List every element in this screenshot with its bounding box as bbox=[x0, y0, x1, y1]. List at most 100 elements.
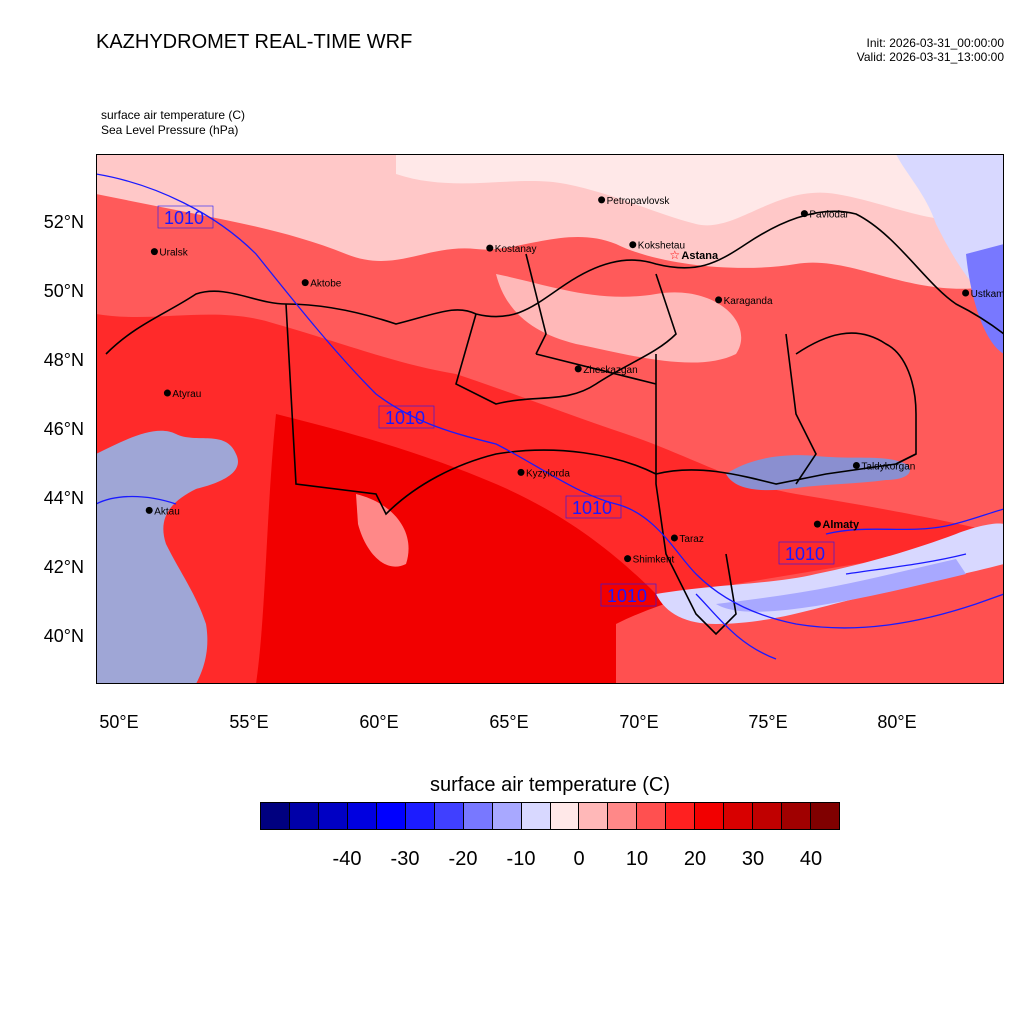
field-pressure: Sea Level Pressure (hPa) bbox=[101, 123, 239, 137]
map-border bbox=[96, 154, 1004, 684]
city-label: Atyrau bbox=[172, 389, 201, 400]
city-dot-icon bbox=[715, 296, 723, 304]
isobar-label-1010: 1010 bbox=[164, 208, 204, 228]
colorbar-swatch bbox=[318, 803, 348, 829]
valid-time: Valid: 2026-03-31_13:00:00 bbox=[856, 50, 1004, 64]
isobar-label-1010: 1010 bbox=[385, 408, 425, 428]
hot-zone-kyzylkum bbox=[256, 414, 706, 684]
city-label: Uralsk bbox=[159, 248, 188, 259]
city-dot-icon bbox=[670, 534, 678, 542]
colorbar-swatch bbox=[492, 803, 522, 829]
isobar-labels: 1010 1010 1010 1010 1010 bbox=[157, 205, 835, 607]
colorbar-swatch bbox=[753, 803, 783, 829]
city-label: Taraz bbox=[679, 534, 703, 545]
colorbar-tick-label: 20 bbox=[683, 848, 707, 870]
isobar-label-1010: 1010 bbox=[607, 586, 647, 606]
colorbar-title: surface air temperature (C) bbox=[429, 774, 671, 796]
city-dot-icon bbox=[145, 506, 153, 514]
admin-borders bbox=[105, 210, 1004, 636]
lon-label-60: 60°E bbox=[359, 712, 399, 732]
city-label: Aktau bbox=[154, 506, 180, 517]
isobar-label-1010: 1010 bbox=[785, 544, 825, 564]
mountains-high bbox=[716, 559, 966, 612]
lon-label-75: 75°E bbox=[748, 712, 788, 732]
colorbar bbox=[260, 802, 840, 830]
field-descriptions: surface air temperature (C) Sea Level Pr… bbox=[101, 108, 245, 138]
city-label: Kokshetau bbox=[638, 241, 685, 252]
city-dot-icon bbox=[163, 389, 171, 397]
city-markers: Petropavlovsk Kostanay Kokshetau Pavlodar Ur… bbox=[145, 196, 1004, 566]
colorbar-tick-label: 0 bbox=[573, 848, 585, 870]
colorbar-swatch bbox=[289, 803, 319, 829]
city-label: Kostanay bbox=[495, 244, 537, 255]
city-label: Pavlodar bbox=[809, 210, 849, 221]
init-time: Init: 2026-03-31_00:00:00 bbox=[866, 36, 1004, 50]
city-dot-icon bbox=[574, 365, 582, 373]
map-canvas: 1010 1010 1010 1010 1010 Petropavlovsk Ko… bbox=[96, 154, 1004, 684]
isobar-label-1010: 1010 bbox=[572, 498, 612, 518]
colorbar-tick-label: 10 bbox=[625, 848, 649, 870]
isobar-label-box bbox=[565, 495, 622, 519]
colorbar-swatch bbox=[463, 803, 493, 829]
city-dot-icon bbox=[852, 462, 860, 469]
colorbar-swatch bbox=[695, 803, 725, 829]
lat-label-44: 44°N bbox=[43, 488, 84, 508]
colorbar-swatch bbox=[579, 803, 609, 829]
city-label: Astana bbox=[681, 250, 719, 262]
colorbar-swatch bbox=[550, 803, 580, 829]
city-dot-icon bbox=[598, 196, 606, 204]
city-dot-icon bbox=[517, 468, 525, 476]
lon-label-70: 70°E bbox=[619, 712, 659, 732]
map-panel: 1010 1010 1010 1010 1010 Petropavlovsk Ko… bbox=[96, 154, 1004, 684]
lat-label-52: 52°N bbox=[43, 212, 84, 232]
colorbar-swatch bbox=[376, 803, 406, 829]
city-dot-icon bbox=[629, 241, 637, 249]
init-valid-times: Init: 2026-03-31_00:00:00 Valid: 2026-03… bbox=[857, 36, 1004, 64]
colorbar-swatch bbox=[811, 803, 840, 829]
colorbar-tick-label: -30 bbox=[390, 848, 420, 870]
map-title: KAZHYDROMET REAL-TIME WRF bbox=[96, 31, 413, 53]
isobar-label-box bbox=[157, 205, 214, 229]
lat-label-40: 40°N bbox=[43, 626, 84, 646]
colorbar-swatch bbox=[261, 803, 290, 829]
colorbar-swatch bbox=[666, 803, 696, 829]
colorbar-tick-label: 40 bbox=[799, 848, 823, 870]
lat-label-48: 48°N bbox=[43, 350, 84, 370]
city-dot-icon bbox=[800, 210, 808, 218]
capital-star-icon: ☆ bbox=[669, 248, 680, 262]
colorbar-swatch bbox=[405, 803, 435, 829]
city-label: Kyzylorda bbox=[526, 468, 570, 479]
caspian-sea bbox=[96, 430, 238, 684]
colorbar-swatch bbox=[637, 803, 667, 829]
cool-zone-center bbox=[496, 274, 742, 363]
colorbar-swatch bbox=[724, 803, 754, 829]
colorbar-tick-label: -20 bbox=[448, 848, 478, 870]
isobar-label-box bbox=[600, 583, 657, 607]
lat-label-50: 50°N bbox=[43, 281, 84, 301]
city-label: Almaty bbox=[822, 519, 860, 531]
city-dot-icon bbox=[150, 248, 158, 256]
isobar-label-box bbox=[778, 541, 835, 565]
lat-label-46: 46°N bbox=[43, 419, 84, 439]
colorbar-swatch bbox=[608, 803, 638, 829]
city-dot-icon bbox=[301, 279, 309, 287]
lon-label-50: 50°E bbox=[99, 712, 139, 732]
city-dot-icon bbox=[813, 520, 821, 528]
city-dot-icon bbox=[962, 289, 970, 297]
lake-balkhash bbox=[726, 455, 910, 491]
coolest-zone-north bbox=[396, 154, 1004, 226]
city-label: Ustkamen bbox=[971, 289, 1004, 300]
colorbar-swatch bbox=[782, 803, 812, 829]
city-label: Aktobe bbox=[310, 279, 342, 290]
city-dot-icon bbox=[624, 555, 632, 563]
field-temperature: surface air temperature (C) bbox=[101, 108, 246, 122]
mountains-tianshan bbox=[656, 523, 1004, 624]
lon-label-55: 55°E bbox=[229, 712, 269, 732]
city-label: Petropavlovsk bbox=[607, 196, 671, 207]
lat-label-42: 42°N bbox=[43, 557, 84, 577]
warm-spot-aral bbox=[356, 494, 409, 567]
colorbar-tick-label: -10 bbox=[506, 848, 536, 870]
lon-label-65: 65°E bbox=[489, 712, 529, 732]
city-dot-icon bbox=[486, 244, 494, 252]
city-label: Karaganda bbox=[724, 296, 773, 307]
